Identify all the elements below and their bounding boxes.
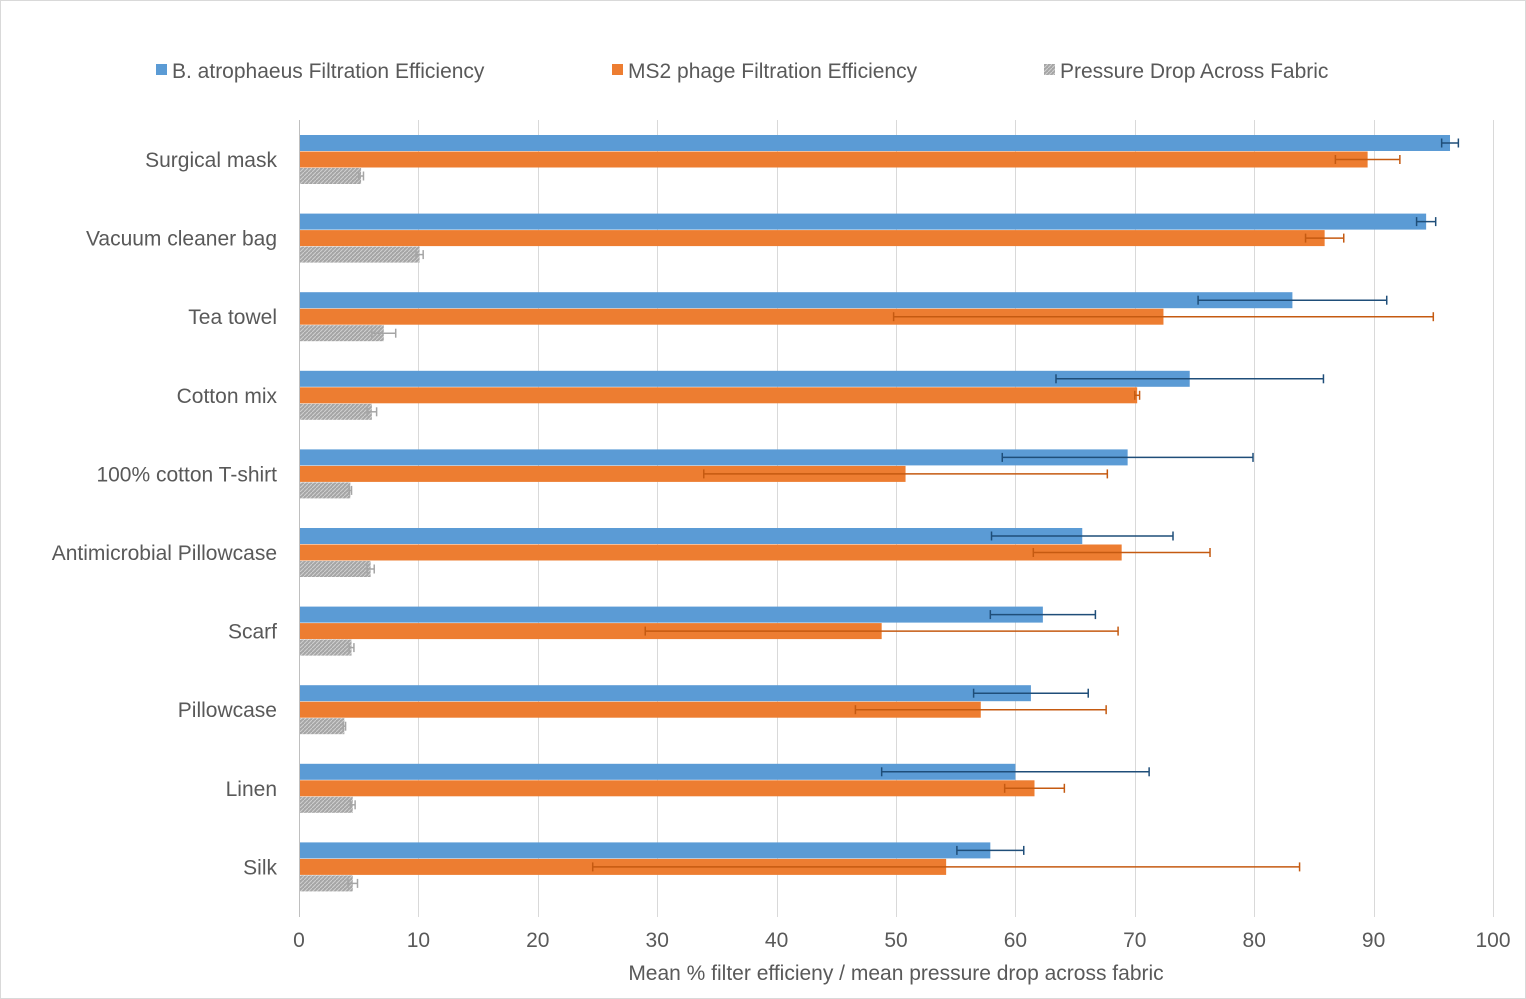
- error-bar-series1-vacuum-cleaner-bag: [1415, 217, 1437, 227]
- x-tick-label-90: 90: [1362, 929, 1385, 952]
- category-label-pillowcase: Pillowcase: [178, 699, 277, 722]
- bar-series1-linen: [300, 763, 1016, 780]
- category-label-cotton-mix: Cotton mix: [177, 385, 278, 408]
- error-bar-series3-antimicrobial-pillowcase: [366, 564, 375, 574]
- error-bar-series1-tea-towel: [1197, 295, 1388, 305]
- bar-series1-surgical-mask: [300, 135, 1451, 151]
- bar-series2-vacuum-cleaner-bag: [300, 230, 1325, 247]
- x-tick-label-40: 40: [765, 929, 788, 952]
- error-bar-series1-100-cotton-t-shirt: [1001, 452, 1254, 462]
- legend-label-series1: B. atrophaeus Filtration Efficiency: [172, 60, 485, 83]
- error-bar-series3-surgical-mask: [357, 171, 365, 181]
- x-tick-label-30: 30: [646, 929, 669, 952]
- category-label-surgical-mask: Surgical mask: [145, 149, 277, 172]
- bar-series2-surgical-mask: [300, 151, 1368, 168]
- legend-label-series3: Pressure Drop Across Fabric: [1060, 60, 1328, 83]
- error-bar-series2-pillowcase: [854, 705, 1107, 715]
- bar-series3-antimicrobial-pillowcase: [300, 561, 371, 577]
- bar-series1-scarf: [300, 606, 1043, 623]
- x-tick-label-10: 10: [407, 929, 430, 952]
- bar-series3-cotton-mix: [300, 403, 372, 420]
- bar-series3-tea-towel: [300, 325, 384, 342]
- legend-swatch-series2: [612, 64, 623, 75]
- error-bar-series2-vacuum-cleaner-bag: [1304, 233, 1345, 243]
- error-bar-series2-silk: [591, 862, 1301, 872]
- error-bar-series2-antimicrobial-pillowcase: [1032, 548, 1211, 557]
- x-tick-label-70: 70: [1123, 929, 1146, 952]
- x-tick-label-60: 60: [1004, 929, 1027, 952]
- error-bar-series1-antimicrobial-pillowcase: [990, 531, 1174, 541]
- legend-label-series2: MS2 phage Filtration Efficiency: [628, 60, 918, 83]
- category-label-scarf: Scarf: [228, 621, 277, 644]
- category-label-linen: Linen: [226, 778, 277, 801]
- bar-series3-silk: [300, 875, 353, 892]
- error-bar-series1-linen: [880, 767, 1150, 777]
- error-bar-series1-silk: [956, 845, 1025, 855]
- bar-series3-100-cotton-t-shirt: [300, 482, 351, 499]
- legend: B. atrophaeus Filtration Efficiency MS2 p…: [156, 60, 1328, 83]
- error-bar-series2-tea-towel: [892, 312, 1435, 322]
- bar-series3-scarf: [300, 639, 352, 656]
- legend-swatch-series3: [1044, 64, 1055, 75]
- bar-series3-linen: [300, 796, 353, 813]
- error-bar-series3-tea-towel: [371, 328, 397, 338]
- bar-series1-silk: [300, 842, 991, 859]
- bar-series2-100-cotton-t-shirt: [300, 465, 906, 482]
- bar-series3-surgical-mask: [300, 168, 362, 184]
- error-bar-series1-scarf: [989, 610, 1097, 620]
- bar-series3-vacuum-cleaner-bag: [300, 246, 420, 263]
- category-label-100-cotton-t-shirt: 100% cotton T-shirt: [96, 463, 277, 486]
- error-bar-series2-scarf: [644, 626, 1119, 636]
- bar-series1-vacuum-cleaner-bag: [300, 213, 1427, 230]
- bar-series2-cotton-mix: [300, 387, 1138, 404]
- x-axis-title: Mean % filter efficieny / mean pressure …: [628, 962, 1163, 985]
- bar-series1-100-cotton-t-shirt: [300, 449, 1128, 466]
- bar-series2-scarf: [300, 623, 882, 640]
- bar-series1-cotton-mix: [300, 370, 1190, 387]
- bar-series3-pillowcase: [300, 718, 345, 735]
- x-tick-label-100: 100: [1475, 929, 1510, 952]
- error-bar-series3-pillowcase: [342, 721, 347, 731]
- error-bar-series2-cotton-mix: [1134, 390, 1141, 400]
- category-label-tea-towel: Tea towel: [188, 306, 277, 329]
- error-bar-series1-cotton-mix: [1055, 374, 1325, 384]
- error-bar-series3-linen: [349, 800, 356, 810]
- x-tick-label-0: 0: [293, 929, 305, 952]
- x-tick-label-20: 20: [526, 929, 549, 952]
- error-bar-series3-silk: [347, 878, 359, 888]
- bar-series2-linen: [300, 780, 1035, 797]
- bars: [300, 135, 1451, 892]
- x-tick-label-50: 50: [884, 929, 907, 952]
- x-tick-label-80: 80: [1243, 929, 1266, 952]
- category-label-vacuum-cleaner-bag: Vacuum cleaner bag: [86, 228, 277, 251]
- error-bar-series2-surgical-mask: [1334, 155, 1401, 164]
- bar-series1-tea-towel: [300, 292, 1293, 309]
- legend-swatch-series1: [156, 64, 167, 75]
- error-bar-series1-pillowcase: [972, 688, 1089, 698]
- error-bar-series2-linen: [1003, 783, 1066, 793]
- error-bar-series3-cotton-mix: [366, 407, 378, 417]
- axes: 0 10 20 30 40 50 60 70 80 90 100 Surgical mask Vacuu…: [52, 120, 1511, 952]
- bar-series2-antimicrobial-pillowcase: [300, 544, 1122, 561]
- bar-series1-pillowcase: [300, 685, 1031, 702]
- category-label-antimicrobial-pillowcase: Antimicrobial Pillowcase: [52, 542, 277, 565]
- error-bar-series2-100-cotton-t-shirt: [703, 469, 1109, 479]
- bar-series2-pillowcase: [300, 701, 981, 718]
- error-bars: [342, 138, 1460, 888]
- error-bar-series3-scarf: [348, 643, 355, 653]
- error-bar-series1-surgical-mask: [1440, 138, 1460, 148]
- error-bar-series3-vacuum-cleaner-bag: [415, 250, 424, 260]
- error-bar-series3-100-cotton-t-shirt: [348, 485, 353, 495]
- bar-series2-tea-towel: [300, 308, 1164, 325]
- category-label-silk: Silk: [243, 856, 277, 879]
- bar-series1-antimicrobial-pillowcase: [300, 528, 1083, 544]
